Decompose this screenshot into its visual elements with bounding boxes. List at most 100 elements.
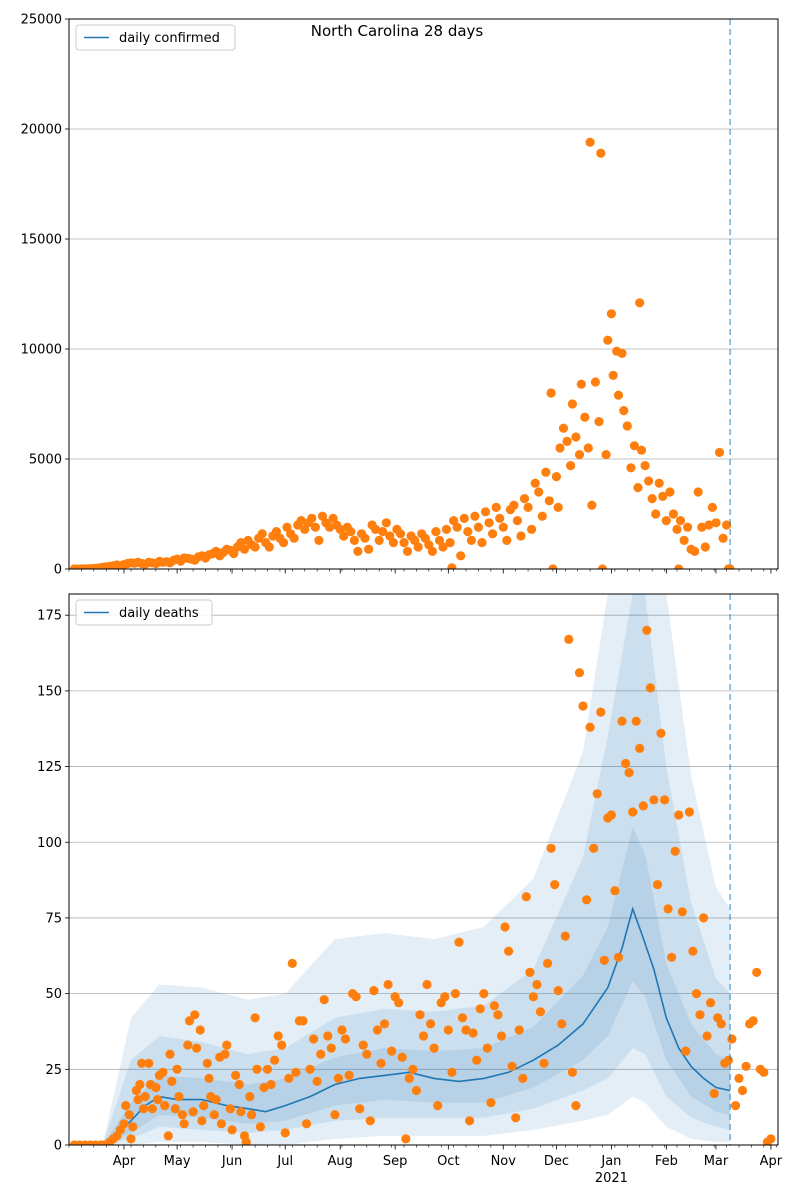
data-point [452,522,462,532]
data-point [748,1016,758,1026]
data-point [521,892,531,902]
data-point [596,707,606,717]
legend-label: daily confirmed [119,31,220,46]
y-tick-label: 5000 [29,453,62,468]
data-point [340,1034,351,1044]
data-point [339,531,349,541]
data-point [211,1095,221,1105]
data-point [310,522,320,532]
y-tick-label: 50 [45,987,62,1002]
data-point [202,1058,212,1068]
data-point [216,1119,226,1129]
data-point [138,1104,148,1114]
data-point [441,524,452,535]
data-point [404,1073,414,1083]
y-tick-label: 0 [54,563,62,578]
data-point [709,1088,719,1099]
data-point [119,1119,129,1129]
data-point [330,1110,340,1120]
data-point [239,544,250,554]
data-point [482,1043,492,1053]
data-point [195,1025,205,1035]
data-point [688,946,698,956]
data-point [457,1013,468,1023]
data-point [353,546,363,557]
data-point [378,527,388,537]
data-point [548,564,558,569]
data-point [314,535,324,546]
data-point [289,533,299,543]
data-point [610,886,620,896]
data-point [675,516,686,526]
y-tick-label: 25 [45,1063,62,1078]
data-point [266,1079,276,1090]
data-point [179,1119,189,1129]
axes-frame [68,593,779,1146]
data-point [184,1016,195,1026]
data-point [255,1122,265,1132]
data-point [603,335,613,345]
data-point [447,563,457,569]
band-outer [69,594,731,1145]
x-tick-label: Sep [383,1154,408,1169]
data-point [555,443,565,453]
data-point [140,1092,150,1102]
data-point [633,483,643,493]
data-point [151,1082,161,1093]
plot-area [69,594,776,1145]
data-point [388,538,398,548]
data-point [135,1079,145,1090]
data-point [532,979,542,990]
data-point [619,406,629,416]
data-point [560,931,570,941]
data-point [707,502,718,512]
data-point [674,564,684,569]
data-point [546,388,556,398]
data-point [470,511,480,521]
data-point [172,1064,182,1074]
data-point [280,1128,290,1138]
data-point [277,1040,287,1050]
data-point [270,1055,280,1065]
data-point [516,531,526,541]
data-point [337,1025,347,1035]
data-point [585,722,595,732]
data-point [613,952,624,962]
data-point [525,967,535,978]
data-point [621,758,631,769]
data-point [438,542,448,552]
data-point [355,1104,365,1114]
data-point [638,801,648,811]
data-point [204,1073,214,1083]
data-point [262,1064,273,1074]
plot-area [69,137,735,569]
data-point [601,450,611,460]
data-point [167,1076,177,1086]
data-point [737,1085,748,1096]
data-point [165,1049,175,1059]
data-point [606,810,617,820]
data-point [454,937,464,947]
data-point [507,1061,517,1071]
data-point [411,1085,421,1096]
data-point [426,1019,436,1029]
data-point [250,542,260,552]
data-point [362,1049,372,1059]
data-point [312,1076,322,1086]
data-point [291,1067,301,1077]
data-point [259,1082,269,1093]
data-point [234,1079,244,1090]
data-point [177,1110,187,1120]
data-point [399,538,409,548]
y-tick-label: 125 [37,760,62,775]
data-point [128,1122,138,1132]
data-point [241,1137,251,1145]
x-tick-label: Jul [276,1154,293,1169]
data-point [723,1055,734,1065]
data-point [418,1031,429,1041]
data-point [477,538,487,548]
data-point [631,716,641,726]
data-point [402,546,413,557]
data-point [523,502,533,512]
data-point [697,522,707,532]
